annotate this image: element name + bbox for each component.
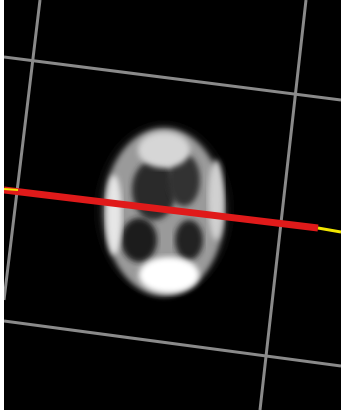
cut-line-yellow-end[interactable] [317,226,341,234]
viewport-canvas [4,0,341,410]
grid-lines [4,0,341,410]
grid-line-right [258,0,308,410]
image-viewport[interactable] [4,0,341,410]
grid-line-left [4,0,42,301]
grid-line-top [4,55,341,102]
slice-intersection-line[interactable] [4,186,341,234]
cut-line-yellow-start [4,188,19,191]
grid-line-bottom [4,319,341,368]
cut-line-red[interactable] [4,186,319,232]
